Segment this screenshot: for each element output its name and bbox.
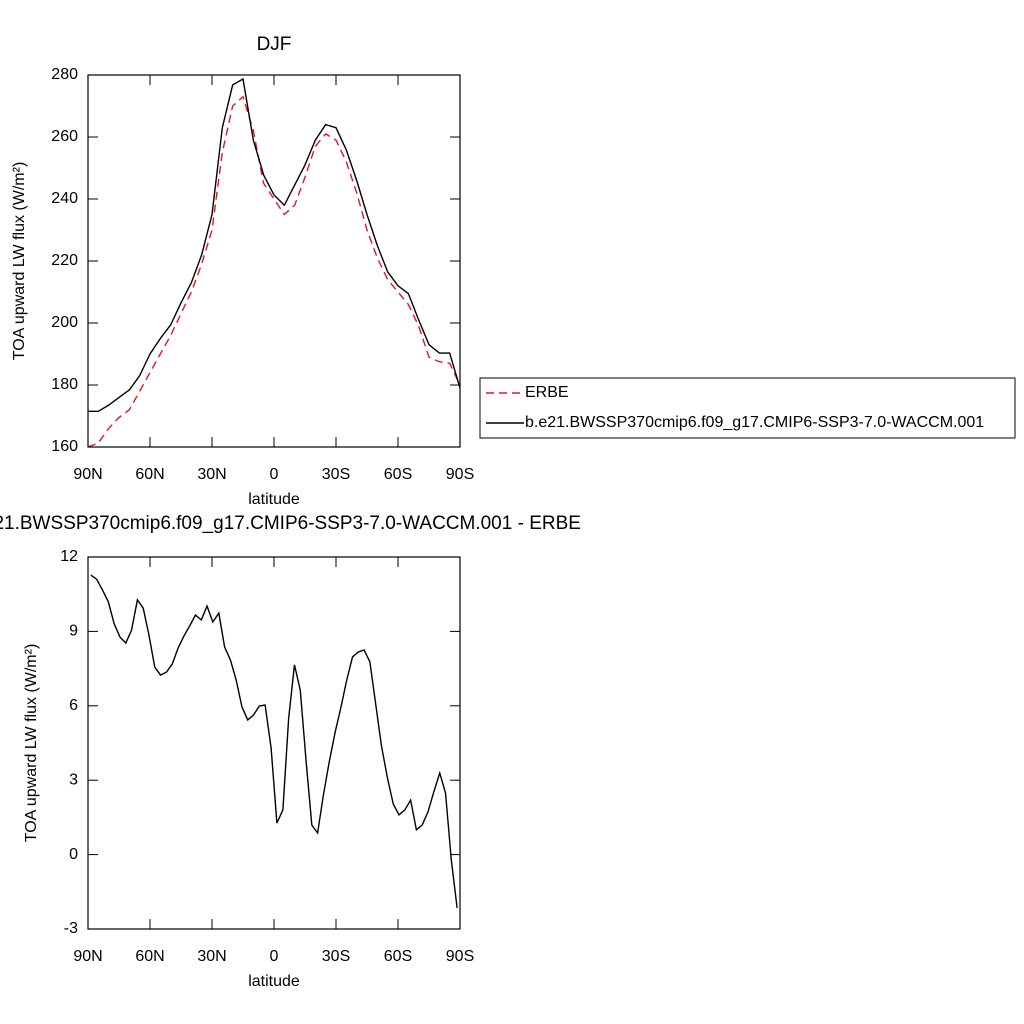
x-tick-label: 90N — [73, 466, 102, 483]
y-tick-label: 0 — [69, 846, 78, 863]
y-tick-label: 240 — [51, 190, 78, 207]
x-tick-label: 60N — [135, 948, 164, 965]
x-tick-label: 60N — [135, 466, 164, 483]
legend-label: ERBE — [525, 384, 569, 401]
x-axis-label: latitude — [248, 973, 300, 990]
y-tick-label: 200 — [51, 314, 78, 331]
y-axis-label: TOA upward LW flux (W/m²) — [11, 162, 28, 361]
y-tick-label: 12 — [60, 548, 78, 565]
x-tick-label: 30N — [197, 948, 226, 965]
x-tick-label: 90N — [73, 948, 102, 965]
x-tick-label: 60S — [384, 948, 412, 965]
series-line — [87, 95, 461, 448]
legend-label: b.e21.BWSSP370cmip6.f09_g17.CMIP6-SSP3-7… — [525, 414, 984, 431]
x-tick-label: 0 — [270, 466, 279, 483]
x-tick-label: 30S — [322, 948, 350, 965]
y-tick-label: 260 — [51, 128, 78, 145]
y-tick-label: 6 — [69, 697, 78, 714]
x-axis-label: latitude — [248, 491, 300, 508]
y-tick-label: 280 — [51, 66, 78, 83]
chart-title: DJF — [257, 34, 292, 55]
series-line — [90, 574, 458, 909]
x-tick-label: 30S — [322, 466, 350, 483]
x-tick-label: 30N — [197, 466, 226, 483]
plot-frame — [87, 74, 461, 448]
y-tick-label: 160 — [51, 438, 78, 455]
y-tick-label: 3 — [69, 771, 78, 788]
x-tick-label: 90S — [446, 948, 474, 965]
y-axis-label: TOA upward LW flux (W/m²) — [23, 644, 40, 843]
y-tick-label: -3 — [64, 920, 78, 937]
y-tick-label: 220 — [51, 252, 78, 269]
y-tick-label: 9 — [69, 623, 78, 640]
chart-title: b.e21.BWSSP370cmip6.f09_g17.CMIP6-SSP3-7… — [0, 513, 581, 534]
legend: ERBE b.e21.BWSSP370cmip6.f09_g17.CMIP6-SS… — [479, 377, 1016, 439]
x-tick-label: 90S — [446, 466, 474, 483]
series-line — [88, 77, 461, 413]
legend-frame — [479, 377, 1016, 439]
plot-frame — [87, 556, 461, 930]
x-tick-label: 60S — [384, 466, 412, 483]
y-tick-label: 180 — [51, 376, 78, 393]
x-tick-label: 0 — [270, 948, 279, 965]
